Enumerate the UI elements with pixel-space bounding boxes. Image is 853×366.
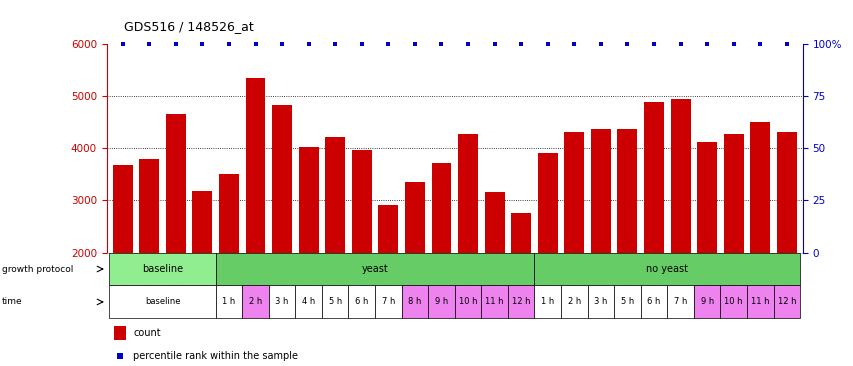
Text: baseline: baseline [142,264,183,274]
Text: no yeast: no yeast [646,264,688,274]
Text: 12 h: 12 h [511,298,530,306]
Text: 5 h: 5 h [620,298,633,306]
Text: baseline: baseline [145,298,180,306]
Bar [109,285,216,318]
Bar [216,253,534,285]
Bar [269,285,295,318]
Bar [404,182,425,357]
Bar [564,131,583,357]
Bar [587,285,613,318]
Text: percentile rank within the sample: percentile rank within the sample [133,351,298,361]
Text: growth protocol: growth protocol [2,265,73,273]
Text: 10 h: 10 h [723,298,742,306]
Bar [693,285,720,318]
Bar [613,285,640,318]
Bar [776,131,796,357]
Text: GDS516 / 148526_at: GDS516 / 148526_at [124,20,253,33]
Bar [666,285,693,318]
Bar [374,285,401,318]
Text: 12 h: 12 h [777,298,795,306]
Text: 2 h: 2 h [567,298,580,306]
Bar [590,129,610,357]
Bar [272,105,292,357]
Bar [351,150,371,357]
Text: 4 h: 4 h [302,298,315,306]
Bar [511,213,531,357]
Bar [109,253,216,285]
Bar [640,285,666,318]
Text: 11 h: 11 h [485,298,503,306]
Bar [348,285,374,318]
Bar [484,191,504,357]
Bar [746,285,773,318]
Bar [139,159,159,357]
Text: 1 h: 1 h [541,298,554,306]
Bar [696,142,717,357]
Text: 11 h: 11 h [750,298,769,306]
Text: 10 h: 10 h [458,298,477,306]
Text: count: count [133,328,160,338]
Bar [617,129,636,357]
Bar [299,147,318,357]
Bar [322,285,348,318]
Bar [481,285,508,318]
Bar [508,285,534,318]
Bar [246,78,265,357]
Bar [670,99,690,357]
Bar [560,285,587,318]
Bar [750,122,769,357]
Bar [325,137,345,357]
Text: time: time [2,298,22,306]
Bar [722,134,743,357]
Text: 6 h: 6 h [355,298,368,306]
Bar [537,153,557,357]
Text: 9 h: 9 h [699,298,713,306]
Bar [401,285,427,318]
Bar [457,134,478,357]
Text: 8 h: 8 h [408,298,421,306]
Bar [431,163,451,357]
Text: 6 h: 6 h [647,298,660,306]
Text: 5 h: 5 h [328,298,341,306]
Bar [427,285,454,318]
Bar [165,114,186,357]
Text: 7 h: 7 h [381,298,395,306]
Bar [534,285,560,318]
Bar [643,102,663,357]
Bar [192,191,212,357]
Bar [295,285,322,318]
Bar [218,174,239,357]
Text: 7 h: 7 h [673,298,687,306]
Text: 9 h: 9 h [434,298,448,306]
Text: 3 h: 3 h [594,298,606,306]
Bar [773,285,799,318]
Bar [216,285,242,318]
Text: 2 h: 2 h [248,298,262,306]
Bar [378,205,397,357]
Text: 1 h: 1 h [222,298,235,306]
Bar [113,326,126,340]
Text: yeast: yeast [362,264,388,274]
Bar [720,285,746,318]
Bar [113,165,132,357]
Bar [454,285,481,318]
Bar [242,285,269,318]
Bar [534,253,799,285]
Text: 3 h: 3 h [275,298,288,306]
